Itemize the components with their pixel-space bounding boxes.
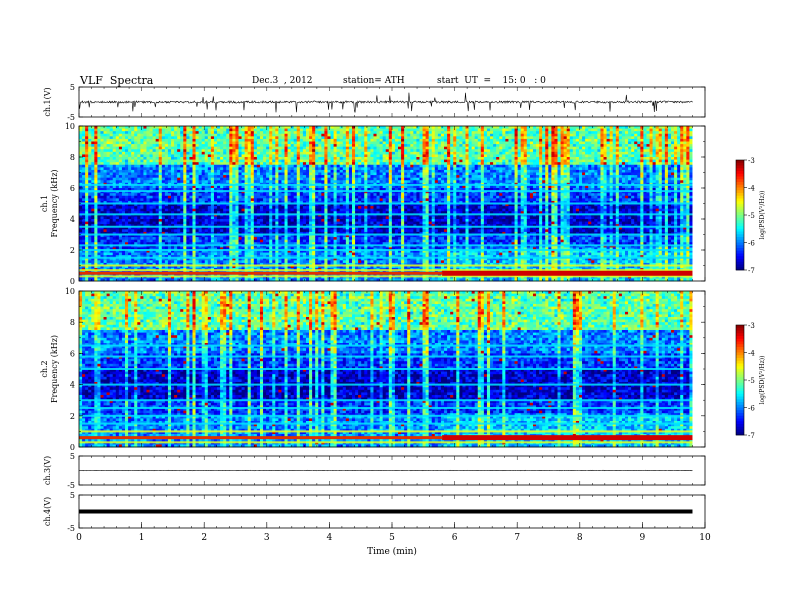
band-4 <box>79 256 693 259</box>
band-0 <box>79 441 693 444</box>
ytick-label-2: 0 <box>70 443 75 452</box>
band-2 <box>79 269 693 272</box>
xtick-label: 5 <box>389 533 395 543</box>
colorbar-tick: -3 <box>748 157 755 165</box>
colorbar-label: log(PSD(V²/Hz)) <box>759 191 766 240</box>
xtick-label: 8 <box>577 533 583 543</box>
band-11 <box>79 190 693 193</box>
band-3 <box>79 264 693 267</box>
ytick-label-0: 5 <box>70 83 75 92</box>
ylabel-1: ch.1 <box>40 195 49 212</box>
figure-title: VLF Spectra <box>80 74 153 87</box>
band-4 <box>79 414 693 417</box>
ylabel-1: Frequency (kHz) <box>50 169 59 237</box>
band-10 <box>79 202 693 205</box>
ytick-label-1: 2 <box>70 246 75 255</box>
station-label: station= ATH <box>343 76 405 86</box>
band-0 <box>79 275 693 278</box>
band-12 <box>79 183 693 186</box>
xtick-label: 1 <box>139 533 145 543</box>
band-3 <box>79 422 693 425</box>
band-5 <box>79 407 693 409</box>
colorbar-tick: -5 <box>748 377 755 385</box>
ylabel-3: ch.3(V) <box>43 456 52 485</box>
date-label: Dec.3 , 2012 <box>252 76 313 86</box>
spectrogram-ch1 <box>79 126 705 282</box>
xtick-label: 10 <box>699 533 711 543</box>
ytick-label-3: -5 <box>67 481 75 490</box>
spectrogram-ch2 <box>79 291 705 448</box>
band-7 <box>79 233 693 236</box>
xtick-label: 7 <box>514 533 520 543</box>
ytick-label-4: -5 <box>67 524 75 533</box>
colorbar-label: log(PSD(V²/Hz)) <box>759 356 766 405</box>
ytick-label-3: 5 <box>70 452 75 461</box>
waveform-band <box>79 509 693 514</box>
red-band-early <box>79 436 443 440</box>
red-band-late <box>442 270 693 276</box>
ytick-label-2: 2 <box>70 412 75 421</box>
band-9 <box>79 355 693 358</box>
ytick-label-1: 8 <box>70 153 75 162</box>
xaxis-label: Time (min) <box>367 546 417 557</box>
xtick-label: 9 <box>640 533 646 543</box>
ytick-label-2: 8 <box>70 318 75 327</box>
xtick-label: 2 <box>201 533 207 543</box>
band-8 <box>79 225 693 228</box>
colorbar-tick: -4 <box>748 185 755 193</box>
ytick-label-1: 10 <box>65 122 75 131</box>
ytick-label-2: 4 <box>70 381 75 390</box>
waveform-trace <box>78 92 693 113</box>
ytick-label-0: -5 <box>67 113 75 122</box>
waveform-ch1 <box>78 92 693 113</box>
xtick-label: 3 <box>264 533 270 543</box>
colorbar-tick: -5 <box>748 212 755 220</box>
colorbar-tick: -6 <box>748 240 755 248</box>
xtick-label: 4 <box>327 533 333 543</box>
ylabel-0: ch.1(V) <box>43 87 52 116</box>
band-10 <box>79 344 693 347</box>
red-band-late <box>442 435 693 441</box>
band-8 <box>79 368 693 370</box>
waveform-ch4 <box>79 509 693 514</box>
ytick-label-1: 4 <box>70 215 75 224</box>
band-6 <box>79 244 693 247</box>
band-9 <box>79 213 693 216</box>
xtick-label: 6 <box>452 533 458 543</box>
band-5 <box>79 249 693 251</box>
waveform-ch3 <box>78 469 693 472</box>
ylabel-2: ch.2 <box>40 360 49 377</box>
no-data-area <box>692 126 705 281</box>
colorbar-tick: -6 <box>748 405 755 413</box>
band-2 <box>79 430 693 433</box>
colorbar-tick: -7 <box>748 432 755 440</box>
waveform-trace <box>78 469 693 472</box>
colorbar-tick: -7 <box>748 267 755 275</box>
ylabel-4: ch.4(V) <box>43 497 52 526</box>
colorbar-tick: -4 <box>748 350 755 358</box>
ytick-label-2: 6 <box>70 349 75 358</box>
ytick-label-1: 6 <box>70 184 75 193</box>
band-6 <box>79 399 693 402</box>
ytick-label-2: 10 <box>65 287 75 296</box>
ytick-label-1: 0 <box>70 277 75 286</box>
ytick-label-4: 5 <box>70 491 75 500</box>
colorbar-tick: -3 <box>748 322 755 330</box>
colorbar-ch1: -3 -4 -5 -6 -7 log(PSD(V²/Hz)) <box>735 157 766 275</box>
band-7 <box>79 383 693 386</box>
no-data-area <box>692 291 705 447</box>
ylabel-2: Frequency (kHz) <box>50 335 59 403</box>
colorbar-ch2: -3 -4 -5 -6 -7 log(PSD(V²/Hz)) <box>735 322 766 440</box>
start-time-label: start UT = 15: 0 : 0 <box>437 76 546 86</box>
red-band-early <box>79 271 443 275</box>
xtick-label: 0 <box>76 533 82 543</box>
